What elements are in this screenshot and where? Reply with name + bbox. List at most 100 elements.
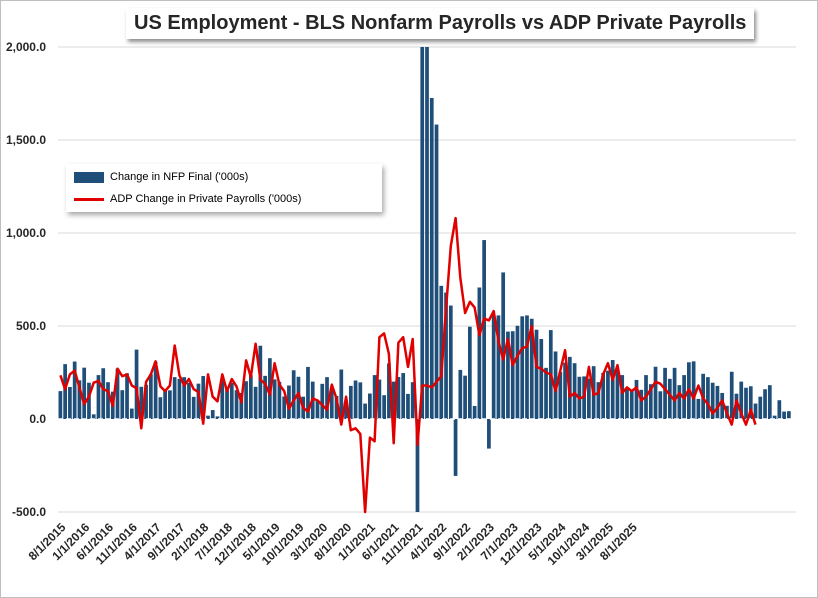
nfp-bar [463,375,467,419]
nfp-bar [272,379,277,419]
nfp-bar [306,366,310,419]
nfp-bar [620,375,625,419]
nfp-bar [444,292,448,419]
nfp-bar [596,382,601,419]
nfp-bar [391,381,396,419]
nfp-bar [434,124,439,419]
nfp-bar [753,403,758,419]
nfp-bar [101,368,106,419]
nfp-bar [639,389,644,419]
nfp-bar [229,382,234,419]
chart-title: US Employment - BLS Nonfarm Payrolls vs … [126,8,755,39]
nfp-bar [139,386,144,419]
nfp-bar [348,385,353,419]
nfp-bar [72,361,77,419]
nfp-bar [325,377,329,419]
nfp-bar [91,414,96,419]
nfp-bar [610,360,615,419]
nfp-bar [248,375,253,419]
nfp-bar [263,375,267,419]
nfp-bar [706,377,710,419]
nfp-bar [658,391,663,419]
nfp-bar [68,387,72,419]
nfp-bar [691,361,696,419]
nfp-bar [453,419,458,476]
nfp-bar [420,47,425,419]
nfp-bar [344,404,348,419]
nfp-bar [415,419,420,512]
nfp-bar [572,363,577,419]
x-axis-ticks: 8/1/20151/1/20166/1/201611/1/20164/1/201… [26,520,641,568]
nfp-bar [525,315,529,419]
nfp-bar [529,318,534,419]
nfp-bar [258,345,263,419]
nfp-bar [220,380,225,419]
nfp-bar [634,379,639,419]
nfp-bar [168,390,172,419]
y-tick-label: 500.0 [16,319,46,333]
nfp-bar [87,382,91,419]
nfp-bar [767,385,772,419]
nfp-bar [148,374,153,419]
nfp-bar [363,403,367,419]
legend-entry-adp: ADP Change in Private Payrolls ('000s) [74,190,301,208]
nfp-bar [653,366,658,419]
nfp-bar [106,382,110,419]
nfp-bar [277,381,282,419]
nfp-bar [372,375,377,419]
nfp-bar [467,326,472,419]
adp-line-path [59,216,757,514]
nfp-bars [58,47,791,512]
nfp-bar [320,383,325,419]
nfp-bar [696,398,701,419]
nfp-bar [401,373,406,419]
y-tick-label: 0.0 [29,412,46,426]
nfp-bar [358,382,363,419]
nfp-bar [439,285,444,419]
nfp-bar [539,339,544,419]
nfp-bar [758,396,763,419]
nfp-bar [748,386,753,419]
nfp-bar [377,379,382,419]
y-tick-label: 1,000.0 [6,226,46,240]
nfp-bar [553,351,558,419]
nfp-bar [472,405,477,419]
nfp-bar [387,363,391,419]
nfp-bar [353,380,358,419]
nfp-bar [510,331,515,419]
legend-entry-nfp: Change in NFP Final ('000s) [74,168,248,186]
nfp-bar [558,371,563,419]
nfp-bar [496,315,501,419]
nfp-bar [120,390,125,419]
nfp-bar [115,368,120,419]
nfp-bar [458,369,463,419]
nfp-bar [253,386,258,419]
nfp-bar [163,389,167,419]
nfp-bar [515,325,520,419]
nfp-bar [125,373,129,419]
nfp-bar [520,316,525,419]
nfp-bar [187,382,191,419]
nfp-bar [782,411,786,419]
nfp-bar [648,384,653,419]
nfp-bar [667,378,672,419]
nfp-bar [239,392,244,419]
nfp-bar [477,287,482,419]
nfp-bar [368,393,372,419]
nfp-bar [63,364,67,419]
nfp-bar [729,371,734,419]
nfp-bar [615,368,620,419]
nfp-bar [158,397,163,419]
nfp-bar [777,400,782,419]
nfp-bar [534,329,539,419]
y-tick-label: 2,000.0 [6,40,46,54]
nfp-bar [787,411,791,419]
nfp-bar [172,377,177,419]
nfp-bar [77,380,82,419]
nfp-bar [58,391,63,419]
nfp-bar [410,382,415,419]
nfp-bar [715,385,720,419]
legend-label-adp: ADP Change in Private Payrolls ('000s) [110,193,302,205]
nfp-bar [482,240,486,419]
